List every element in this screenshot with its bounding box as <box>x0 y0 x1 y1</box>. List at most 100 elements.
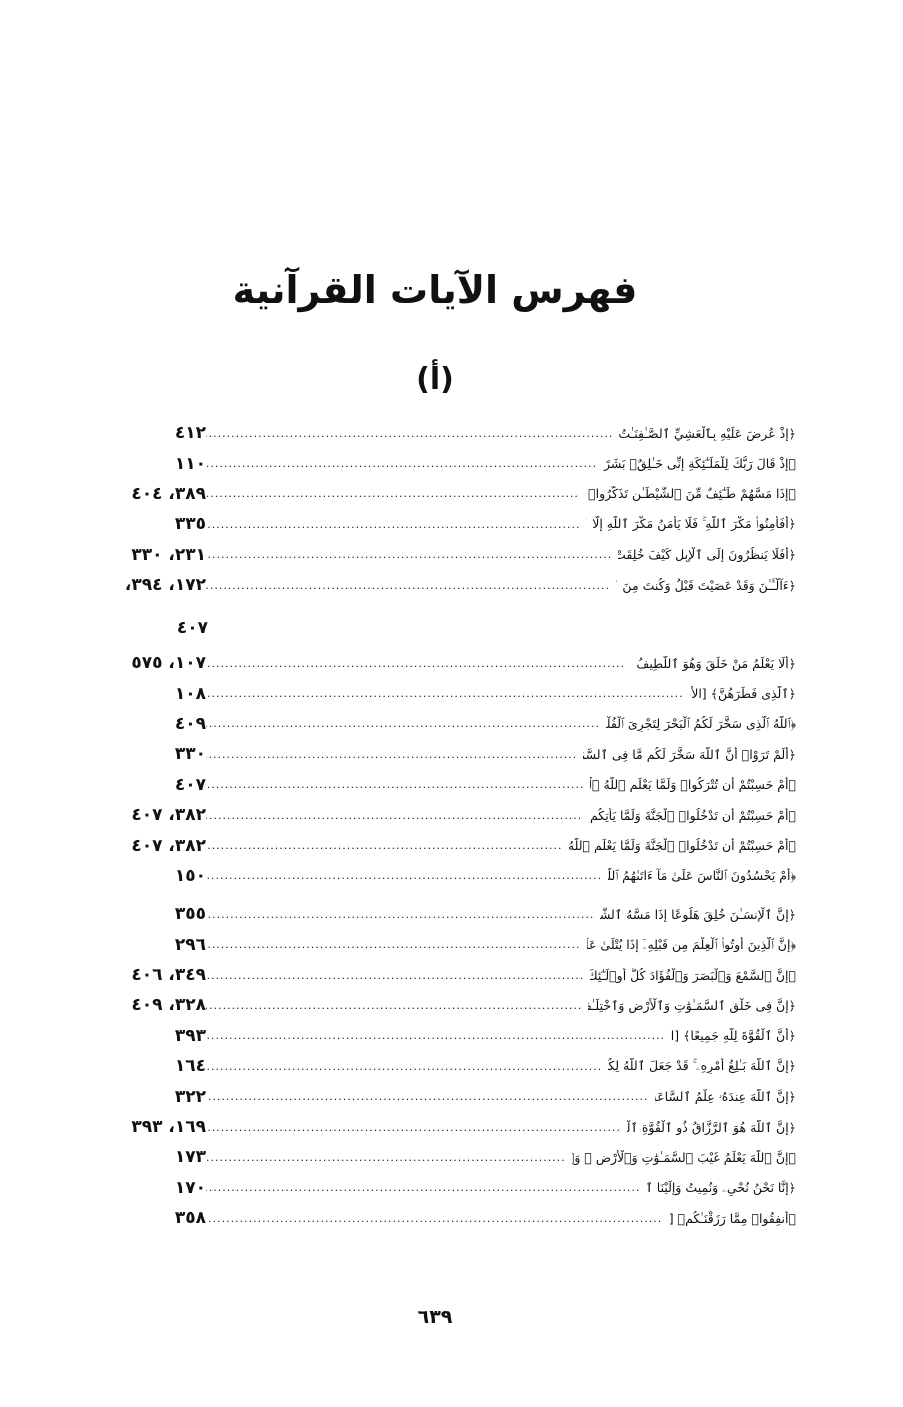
page-references: ٣٥٨ <box>174 1208 206 1229</box>
verse-text: ﴿أَلَا يَعْلَمُ مَنْ خَلَقَ وَهُوَ ٱللَّ… <box>631 655 796 671</box>
page-references: ٣٣٠ <box>174 744 206 765</box>
leader-dots <box>206 1090 655 1103</box>
index-entry: ﴿إِنَّ ٱلسَّمْعَ وَٱلْبَصَرَ وَٱلْفُؤَاد… <box>106 960 796 990</box>
page-references: ٤٠٧ <box>174 774 206 795</box>
leader-dots <box>206 487 585 500</box>
verse-index-list: ﴿إِذْ عُرِضَ عَلَيْهِ بِٱلْعَشِيِّ ٱلصَّ… <box>106 418 796 600</box>
leader-dots <box>206 839 569 852</box>
page-references: ٢٩٦ <box>174 934 206 955</box>
index-entry: ﴿أَفَأَمِنُوا۟ مَكْرَ ٱللَّهِ ۚ فَلَا يَ… <box>106 509 796 539</box>
index-entry: ﴿أَلَمْ تَرَوْا۟ أَنَّ ٱللَّهَ سَخَّرَ ل… <box>106 739 796 769</box>
leader-dots <box>206 717 606 730</box>
index-entry: ﴿إِنَّ ٱللَّهَ يَعْلَمُ غَيْبَ ٱلسَّمَـٰ… <box>106 1142 796 1172</box>
verse-text: ﴿إِنَّ ٱللَّهَ هُوَ ٱلرَّزَّاقُ ذُو ٱلْق… <box>627 1119 796 1135</box>
verse-text: ﴿أَمْ يَحْسُدُونَ ٱلنَّاسَ عَلَىٰ مَآ ءَ… <box>608 867 796 883</box>
verse-text: ﴿ءَآلْـَٔـٰنَ وَقَدْ عَصَيْتَ قَبْلُ وَك… <box>616 577 796 593</box>
verse-text: ﴿إِنَّ فِى خَلْقِ ٱلسَّمَـٰوَٰتِ وَٱلْأَ… <box>588 997 796 1013</box>
page-references: ١٠٧، ٥٧٥ <box>131 653 206 674</box>
verse-text: ﴿أَنَّ ٱلْقُوَّةَ لِلَّهِ جَمِيعًا﴾ [الب… <box>671 1028 796 1044</box>
leader-dots <box>206 1060 608 1073</box>
leader-dots <box>206 427 619 440</box>
page-references: ١٦٤ <box>174 1056 206 1077</box>
verse-text: ﴿إِنَّ ٱللَّهَ يَعْلَمُ غَيْبَ ٱلسَّمَـٰ… <box>572 1149 796 1165</box>
leader-dots <box>206 687 690 700</box>
leader-dots <box>206 938 587 951</box>
verse-text: ﴿إِذْ قَالَ رَبُّكَ لِلْمَلَـٰٓئِكَةِ إِ… <box>603 456 796 472</box>
leader-dots <box>206 999 588 1012</box>
leader-dots <box>206 778 590 791</box>
index-entry: ﴿أَمْ يَحْسُدُونَ ٱلنَّاسَ عَلَىٰ مَآ ءَ… <box>106 861 796 891</box>
index-entry: ﴿ءَآلْـَٔـٰنَ وَقَدْ عَصَيْتَ قَبْلُ وَك… <box>106 570 796 600</box>
page-references: ١٧٢، ٣٩٤، <box>124 575 206 596</box>
index-entry: ﴿أَمْ حَسِبْتُمْ أَن تَدْخُلُوا۟ ٱلْجَنَ… <box>106 830 796 860</box>
verse-text: ﴿أَنفِقُوا۟ مِمَّا رَزَقْنَـٰكُم﴾ [البقر… <box>668 1210 796 1226</box>
page-references: ٢٣١، ٣٣٠ <box>131 544 206 565</box>
index-entry: ﴿ٱلَّذِى فَطَرَهُنَّ﴾ [الأنبياء: ٥٦] ١٠٨ <box>106 678 796 708</box>
index-entry: ﴿ٱللَّهُ ٱلَّذِى سَخَّرَ لَكُمُ ٱلْبَحْر… <box>106 709 796 739</box>
verse-text: ﴿ٱلَّذِى فَطَرَهُنَّ﴾ [الأنبياء: ٥٦] <box>690 686 796 702</box>
leader-dots <box>206 579 616 592</box>
index-entry: ﴿إِنَّ ٱلَّذِينَ أُوتُوا۟ ٱلْعِلْمَ مِن … <box>106 930 796 960</box>
leader-dots <box>206 908 600 921</box>
leader-dots <box>206 548 618 561</box>
page-references: ٤١٢ <box>174 423 206 444</box>
index-entry: ﴿إِنَّ فِى خَلْقِ ٱلسَّمَـٰوَٰتِ وَٱلْأَ… <box>106 990 796 1020</box>
page-title: فهرس الآيات القرآنية <box>232 268 638 312</box>
page-references: ٣٨٢، ٤٠٧ <box>131 805 206 826</box>
page-references: ٤٠٩ <box>174 713 206 734</box>
verse-text: ﴿إِنَّ ٱلسَّمْعَ وَٱلْبَصَرَ وَٱلْفُؤَاد… <box>590 967 796 983</box>
index-entry: ﴿إِذْ قَالَ رَبُّكَ لِلْمَلَـٰٓئِكَةِ إِ… <box>106 448 796 478</box>
page-references: ٣٨٩، ٤٠٤ <box>131 483 206 504</box>
page-references: ٣٤٩، ٤٠٦ <box>131 965 206 986</box>
verse-text: ﴿إِنَّ ٱللَّهَ بَـٰلِغُ أَمْرِهِۦ ۚ قَدْ… <box>608 1058 796 1074</box>
page-references: ٣٥٥ <box>174 904 206 925</box>
leader-dots <box>206 1212 668 1225</box>
leader-dots <box>206 969 590 982</box>
index-entry: ﴿أَمْ حَسِبْتُمْ أَن تُتْرَكُوا۟ وَلَمَّ… <box>106 770 796 800</box>
page-references: ١١٠ <box>174 453 206 474</box>
index-entry: ﴿إِنَّ ٱللَّهَ بَـٰلِغُ أَمْرِهِۦ ۚ قَدْ… <box>106 1051 796 1081</box>
verse-text: ﴿أَلَمْ تَرَوْا۟ أَنَّ ٱللَّهَ سَخَّرَ ل… <box>583 746 796 762</box>
page-references: ١٦٩، ٣٩٣ <box>131 1117 206 1138</box>
page-references: ١٧٣ <box>174 1147 206 1168</box>
leader-dots <box>206 657 631 670</box>
index-entry: ﴿إِنَّ ٱلْإِنسَـٰنَ خُلِقَ هَلُوعًا إِذَ… <box>106 899 796 929</box>
verse-text: ﴿أَفَلَا يَنظُرُونَ إِلَى ٱلْإِبِلِ كَيْ… <box>618 547 796 563</box>
verse-text: ﴿إِذْ عُرِضَ عَلَيْهِ بِٱلْعَشِيِّ ٱلصَّ… <box>619 425 796 441</box>
verse-text: ﴿ٱللَّهُ ٱلَّذِى سَخَّرَ لَكُمُ ٱلْبَحْر… <box>606 715 796 731</box>
index-entry: ﴿إِذَا مَسَّهُمْ طَـٰٓئِفٌ مِّنَ ٱلشَّيْ… <box>106 479 796 509</box>
verse-text: ﴿أَمْ حَسِبْتُمْ أَن تُتْرَكُوا۟ وَلَمَّ… <box>590 777 796 793</box>
leader-dots <box>206 1151 572 1164</box>
leader-dots <box>206 748 583 761</box>
index-entry: ﴿إِنَّا نَحْنُ نُحْىِۦ وَنُمِيتُ وَإِلَي… <box>106 1173 796 1203</box>
section-heading: (أ) <box>416 362 454 397</box>
verse-text: ﴿أَمْ حَسِبْتُمْ أَن تَدْخُلُوا۟ ٱلْجَنَ… <box>588 807 796 823</box>
verse-index-list: ﴿أَلَا يَعْلَمُ مَنْ خَلَقَ وَهُوَ ٱللَّ… <box>106 648 796 1233</box>
index-entry: ﴿إِذْ عُرِضَ عَلَيْهِ بِٱلْعَشِيِّ ٱلصَّ… <box>106 418 796 448</box>
verse-text: ﴿إِنَّا نَحْنُ نُحْىِۦ وَنُمِيتُ وَإِلَي… <box>646 1179 796 1195</box>
page-references: ٣٢٨، ٤٠٩ <box>131 995 206 1016</box>
leader-dots <box>206 1029 671 1042</box>
leader-dots <box>206 1121 627 1134</box>
verse-text: ﴿إِنَّ ٱلْإِنسَـٰنَ خُلِقَ هَلُوعًا إِذَ… <box>600 906 796 922</box>
leader-dots <box>206 457 603 470</box>
page-number: ٦٣٩ <box>417 1306 453 1328</box>
leader-dots <box>206 869 608 882</box>
page-references: ٣٣٥ <box>174 514 206 535</box>
page-references: ٣٨٢، ٤٠٧ <box>131 835 206 856</box>
index-entry: ﴿أَنفِقُوا۟ مِمَّا رَزَقْنَـٰكُم﴾ [البقر… <box>106 1203 796 1233</box>
page-references: ٣٢٢ <box>174 1086 206 1107</box>
index-entry: ﴿إِنَّ ٱللَّهَ عِندَهُۥ عِلْمُ ٱلسَّاعَة… <box>106 1081 796 1111</box>
verse-text: ﴿أَمْ حَسِبْتُمْ أَن تَدْخُلُوا۟ ٱلْجَنَ… <box>568 838 796 854</box>
leader-dots <box>206 1181 646 1194</box>
verse-text: ﴿أَفَأَمِنُوا۟ مَكْرَ ٱللَّهِ ۚ فَلَا يَ… <box>586 516 796 532</box>
verse-text: ﴿إِنَّ ٱللَّهَ عِندَهُۥ عِلْمُ ٱلسَّاعَة… <box>655 1088 796 1104</box>
verse-text: ﴿إِذَا مَسَّهُمْ طَـٰٓئِفٌ مِّنَ ٱلشَّيْ… <box>585 486 796 502</box>
index-entry: ﴿أَمْ حَسِبْتُمْ أَن تَدْخُلُوا۟ ٱلْجَنَ… <box>106 800 796 830</box>
leader-dots <box>206 518 586 531</box>
page-references: ١٧٠ <box>174 1177 206 1198</box>
page-references: ١٥٠ <box>174 865 206 886</box>
index-entry: ﴿أَلَا يَعْلَمُ مَنْ خَلَقَ وَهُوَ ٱللَّ… <box>106 648 796 678</box>
index-entry: ﴿إِنَّ ٱللَّهَ هُوَ ٱلرَّزَّاقُ ذُو ٱلْق… <box>106 1112 796 1142</box>
verse-text: ﴿إِنَّ ٱلَّذِينَ أُوتُوا۟ ٱلْعِلْمَ مِن … <box>587 936 796 952</box>
